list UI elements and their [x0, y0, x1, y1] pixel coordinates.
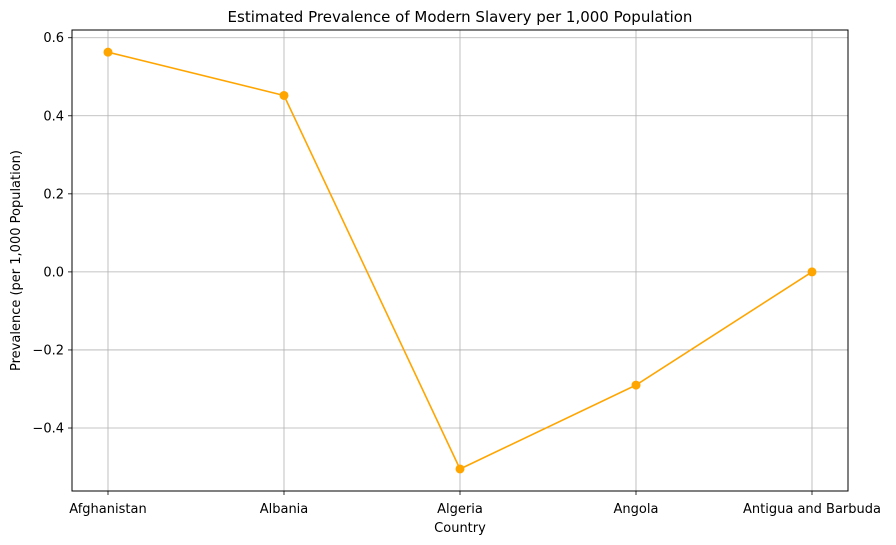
x-tick-label: Albania [260, 502, 309, 517]
ticks: Afghanistan Albania Algeria Angola Antigua a… [32, 31, 881, 517]
data-point [279, 90, 289, 100]
y-tick-label: 0.0 [43, 265, 64, 280]
data-point [631, 380, 641, 390]
y-tick-label: −0.4 [32, 422, 64, 437]
data-point [807, 267, 817, 277]
grid [72, 30, 848, 491]
data-point [455, 464, 465, 474]
y-tick-label: 0.2 [43, 187, 64, 202]
y-axis-label: Prevalence (per 1,000 Population) [9, 150, 24, 371]
x-tick-label: Angola [614, 502, 659, 517]
x-tick-label: Antigua and Barbuda [743, 502, 881, 517]
y-tick-label: 0.4 [43, 109, 64, 124]
y-tick-label: 0.6 [43, 31, 64, 46]
x-tick-label: Afghanistan [69, 502, 146, 517]
chart-title: Estimated Prevalence of Modern Slavery p… [228, 8, 693, 26]
data-point [103, 47, 113, 57]
y-tick-label: −0.2 [32, 343, 64, 358]
series-layer [103, 47, 817, 474]
x-axis-label: Country [434, 521, 486, 536]
x-tick-label: Algeria [437, 502, 483, 517]
